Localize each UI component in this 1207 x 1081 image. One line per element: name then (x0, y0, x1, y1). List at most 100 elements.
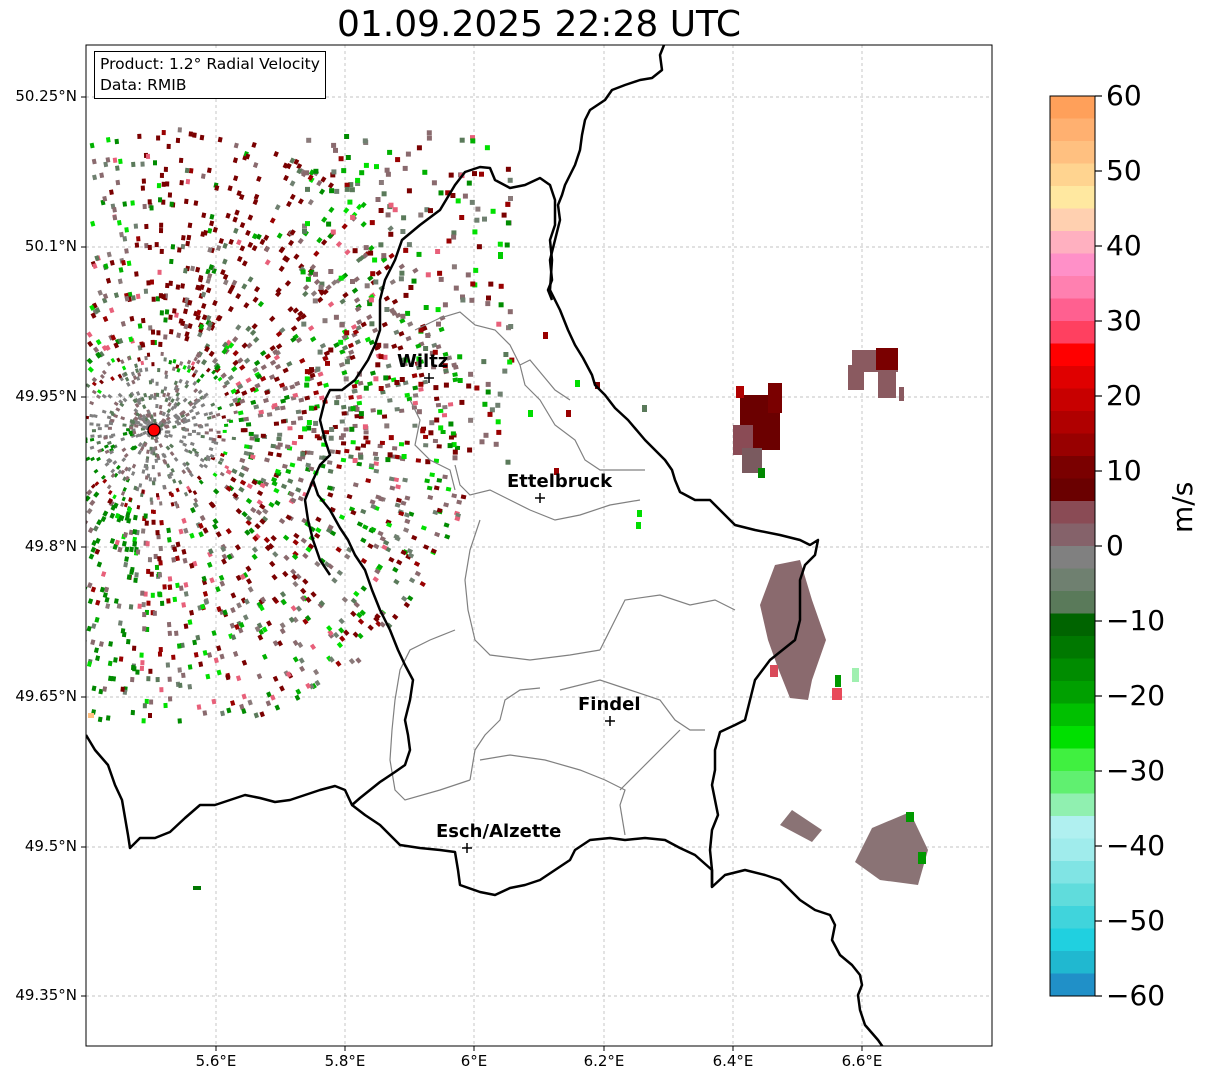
echo-pixel (249, 386, 256, 393)
echo-pixel (289, 157, 296, 164)
echo-pixel (133, 577, 138, 583)
echo-pixel (486, 295, 491, 301)
echo-pixel (102, 592, 108, 599)
echo-pixel (270, 443, 276, 449)
echo-pixel (256, 673, 263, 680)
echo-pixel (129, 315, 135, 322)
echo-pixel (198, 661, 204, 668)
echo-pixel (528, 410, 533, 417)
echo-pixel (163, 702, 168, 709)
echo-pixel (110, 418, 115, 423)
echo-pixel (180, 283, 186, 289)
echo-pixel (147, 199, 152, 205)
echo-pixel (129, 426, 134, 430)
echo-pixel (352, 631, 359, 638)
echo-pixel (89, 445, 95, 450)
echo-pixel (418, 387, 424, 392)
echo-pixel (313, 250, 320, 257)
echo-pixel (453, 285, 459, 291)
echo-pixel (343, 629, 350, 636)
echo-pixel (344, 330, 350, 336)
echo-pixel (244, 153, 251, 160)
echo-pixel (331, 142, 337, 148)
echo-pixel (91, 539, 98, 547)
echo-pixel (91, 389, 97, 395)
echo-pixel (119, 231, 124, 238)
echo-pixel (326, 625, 333, 632)
echo-pixel (308, 169, 315, 176)
echo-pixel (232, 216, 238, 223)
colorbar-segment (1050, 411, 1095, 434)
echo-pixel (261, 626, 268, 633)
echo-pixel (283, 174, 289, 182)
echo-pixel (338, 617, 345, 625)
echo-pixel (481, 359, 487, 365)
colorbar-segment (1050, 478, 1095, 502)
echo-pixel (161, 130, 166, 136)
colorbar-segment (1050, 456, 1095, 479)
echo-pixel (392, 207, 398, 213)
echo-pixel (91, 158, 97, 165)
echo-pixel (107, 440, 112, 446)
echo-pixel (317, 602, 324, 609)
echo-pixel (272, 402, 278, 408)
echo-pixel (159, 310, 164, 316)
echo-pixel (201, 212, 207, 219)
echo-pixel (174, 388, 180, 394)
echo-pixel (381, 191, 387, 197)
echo-pixel (356, 461, 363, 467)
echo-pixel (275, 330, 283, 338)
echo-pixel (254, 371, 261, 378)
echo-pixel (428, 430, 434, 436)
echo-pixel (345, 155, 351, 160)
echo-pixel (200, 358, 208, 366)
echo-pixel (352, 248, 358, 254)
echo-pixel (167, 401, 172, 407)
echo-pixel (144, 475, 149, 480)
echo-pixel (132, 666, 137, 672)
echo-pixel (427, 494, 434, 500)
echo-pixel (260, 596, 267, 603)
echo-pixel (248, 431, 254, 436)
echo-pixel (121, 540, 127, 547)
echo-pixel (348, 658, 356, 665)
product-label: Product: 1.2° Radial Velocity (100, 55, 320, 73)
echo-pixel (131, 645, 137, 651)
echo-pixel (159, 501, 163, 506)
echo-pixel (284, 394, 290, 401)
echo-pixel (302, 228, 307, 234)
echo-pixel (269, 359, 277, 366)
echo-pixel (126, 574, 132, 580)
lon-label: 6.2°E (583, 1052, 625, 1070)
echo-pixel (99, 586, 106, 593)
echo-pixel (373, 616, 380, 623)
echo-pixel (348, 182, 354, 188)
echo-pixel (313, 420, 319, 426)
colorbar-segment (1050, 816, 1095, 839)
echo-pixel (241, 390, 248, 396)
echo-pixel (479, 439, 485, 445)
echo-pixel (122, 201, 128, 207)
echo-pixel (216, 430, 221, 434)
echo-pixel (104, 596, 110, 603)
echo-pixel (193, 651, 199, 658)
echo-pixel (402, 361, 408, 368)
echo-pixel (484, 145, 490, 151)
echo-pixel (98, 688, 104, 695)
echo-pixel (454, 516, 461, 522)
echo-pixel (234, 388, 241, 395)
echo-pixel (331, 577, 338, 584)
echo-pixel (474, 217, 480, 223)
echo-pixel (86, 661, 92, 667)
echo-pixel (313, 668, 320, 676)
echo-pixel (412, 267, 419, 274)
echo-pixel (339, 298, 346, 305)
echo-pixel (189, 562, 195, 569)
echo-pixel (435, 344, 442, 350)
echo-pixel (142, 626, 147, 632)
echo-pixel (479, 171, 484, 177)
echo-pixel (181, 235, 186, 241)
echo-pixel (452, 372, 458, 378)
echo-pixel (200, 403, 206, 408)
echo-pixel (402, 165, 408, 171)
